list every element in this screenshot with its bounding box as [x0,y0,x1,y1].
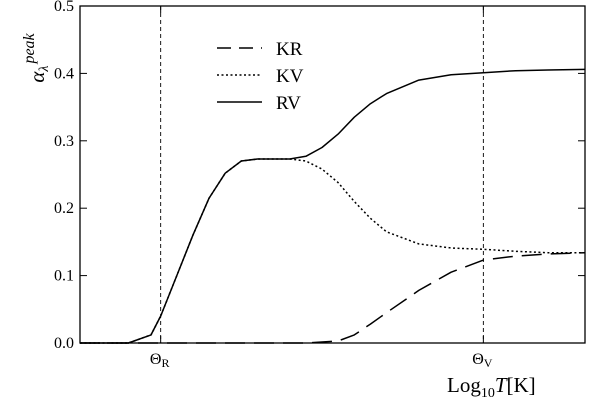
x-tick-label-sub: V [484,356,493,370]
y-axis: 0.0 0.1 0.2 0.3 0.4 0.5 [54,0,585,352]
y-tick-label: 0.5 [54,0,74,15]
y-axis-label: αλ peak [21,32,52,82]
plot-frame [79,5,586,344]
x-axis-label-prefix: Log [447,373,481,397]
x-axis-label-sub: 10 [481,386,495,401]
x-axis-label-var: T [495,373,508,397]
y-tick-label: 0.0 [54,335,74,352]
legend-label-kr: KR [276,39,303,60]
legend: KR KV RV [217,39,304,114]
x-axis-label-unit: [K] [507,373,536,397]
x-axis-label: Log10T[K] [447,373,536,401]
y-tick-label: 0.3 [54,133,74,150]
x-tick-label-main: Θ [150,351,162,368]
x-tick-label-0: ΘR [150,351,170,370]
y-tick-label: 0.2 [54,200,74,217]
y-axis-label-sup: peak [21,32,38,64]
series-line-kr [80,251,586,344]
series-line-rv [80,68,586,344]
y-tick-label: 0.1 [54,268,74,285]
x-tick-label-1: ΘV [472,351,493,370]
y-axis-label-sub: λ [37,66,52,73]
x-tick-label-sub: R [161,356,169,370]
legend-label-rv: RV [276,93,301,114]
x-tick-label-main: Θ [472,351,484,368]
reference-lines [160,6,484,343]
series-lines [80,68,586,344]
y-tick-label: 0.4 [54,65,74,82]
legend-label-kv: KV [276,66,304,87]
x-axis: ΘR ΘV [150,6,493,370]
series-line-kv [80,158,585,344]
y-axis-label-main: α [25,71,49,83]
